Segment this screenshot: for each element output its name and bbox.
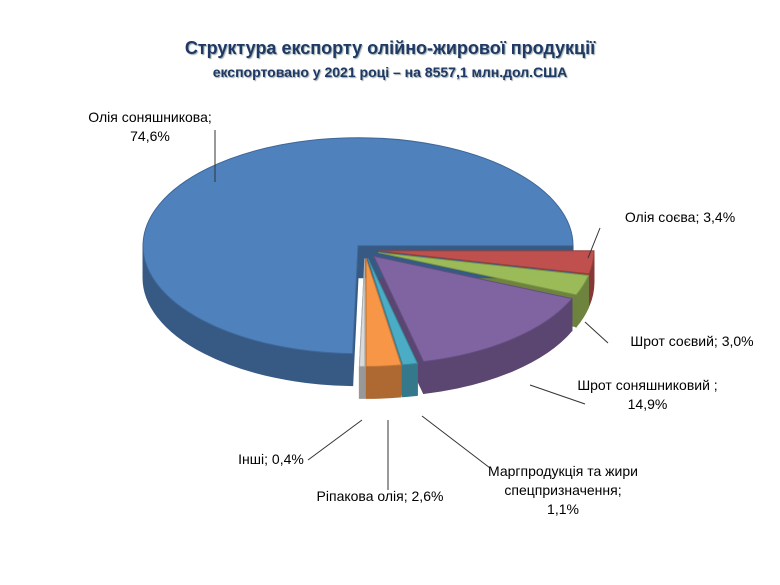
data-label: Інші; 0,4% — [226, 450, 316, 469]
label-value: 3,0% — [721, 333, 754, 349]
label-category: Маргпродукція та жири спецпризначення; — [488, 463, 638, 498]
label-category: Олія соєва; — [624, 209, 700, 225]
slice — [373, 255, 573, 363]
slice — [378, 250, 595, 275]
slice — [142, 137, 574, 355]
label-value: 3,4% — [703, 209, 736, 225]
slice-side — [402, 362, 418, 398]
data-label: Ріпакова олія; 2,6% — [300, 487, 460, 506]
chart-subtitle: експортовано у 2021 році – на 8557,1 млн… — [212, 64, 568, 80]
label-value: 0,4% — [271, 451, 304, 467]
slice-side — [358, 365, 366, 399]
slice — [365, 258, 402, 367]
label-category: Ріпакова олія; — [316, 488, 408, 504]
slice — [367, 258, 419, 366]
label-category: Інші; — [238, 451, 269, 467]
label-value: 74,6% — [130, 128, 170, 144]
leader-line — [587, 227, 601, 259]
label-category: Шрот соєвий; — [630, 333, 718, 349]
label-category: Шрот соняшниковий ; — [577, 377, 718, 393]
data-label: Шрот соняшниковий ; 14,9% — [575, 376, 720, 414]
label-value: 2,6% — [411, 488, 444, 504]
chart-title: Структура експорту олійно-жирової продук… — [184, 38, 596, 58]
slice — [358, 258, 366, 367]
data-label: Олія соняшникова; 74,6% — [60, 108, 240, 146]
leader-lines — [214, 130, 609, 490]
leader-line — [307, 419, 363, 461]
leader-line — [421, 415, 491, 469]
slice-side — [365, 364, 402, 399]
data-label: Шрот соєвий; 3,0% — [612, 332, 772, 351]
label-category: Олія соняшникова; — [88, 109, 212, 125]
leader-line — [584, 321, 609, 344]
label-value: 14,9% — [627, 396, 668, 412]
leader-line — [529, 384, 586, 405]
data-label: Олія соєва; 3,4% — [605, 208, 755, 227]
data-label: Маргпродукція та жири спецпризначення; 1… — [478, 462, 648, 519]
slice — [378, 252, 590, 296]
label-value: 1,1% — [547, 501, 579, 517]
